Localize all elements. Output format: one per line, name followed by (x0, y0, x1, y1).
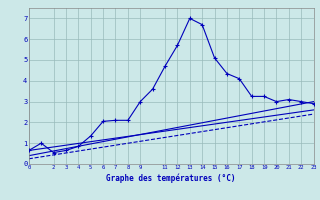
X-axis label: Graphe des températures (°C): Graphe des températures (°C) (107, 173, 236, 183)
